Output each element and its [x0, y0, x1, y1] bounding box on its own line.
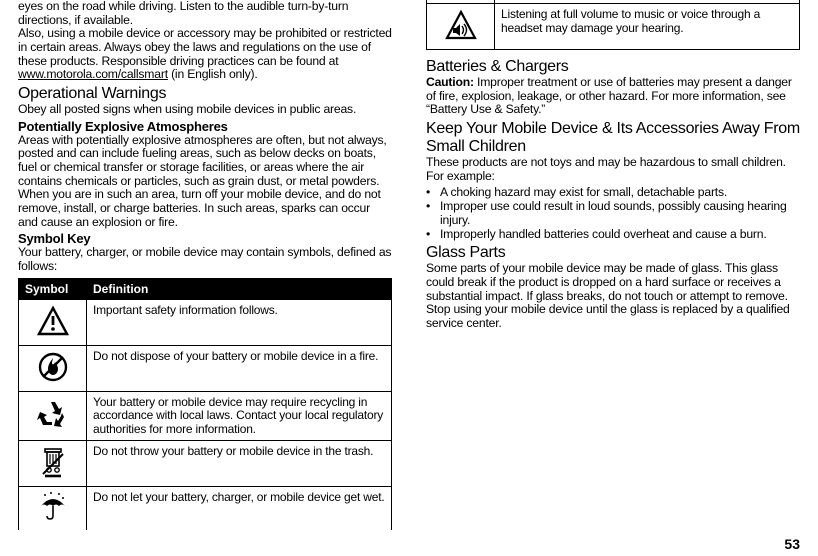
heading-explosive: Potentially Explosive Atmospheres	[18, 119, 392, 134]
heading-operational-warnings: Operational Warnings	[18, 85, 392, 103]
para-symbol-key: Your battery, charger, or mobile device …	[18, 246, 392, 273]
th-definition: Definition	[87, 278, 392, 299]
table-row: Do not dispose of your battery or mobile…	[19, 345, 392, 391]
volume-warning-icon	[427, 4, 495, 50]
page-number: 53	[784, 536, 800, 552]
heading-children: Keep Your Mobile Device & Its Accessorie…	[426, 120, 800, 156]
heading-symbol-key: Symbol Key	[18, 231, 392, 246]
th-symbol: Symbol	[19, 278, 87, 299]
table-header-row: Symbol Definition	[19, 278, 392, 299]
bullet-text: Improper use could result in loud sounds…	[440, 199, 800, 227]
recycle-icon	[19, 391, 87, 440]
para-explosive-2: When you are in such an area, turn off y…	[18, 188, 392, 229]
table-row: Your battery or mobile device may requir…	[19, 391, 392, 440]
intro-para-1: eyes on the road while driving. Listen t…	[18, 0, 392, 27]
list-item: •A choking hazard may exist for small, d…	[426, 185, 800, 199]
intro-para-2: Also, using a mobile device or accessory…	[18, 27, 392, 82]
caution-label: Caution:	[426, 75, 474, 89]
def-recycle: Your battery or mobile device may requir…	[87, 391, 392, 440]
table-row: Listening at full volume to music or voi…	[427, 4, 800, 50]
para-glass: Some parts of your mobile device may be …	[426, 262, 800, 330]
intro-text-a: Also, using a mobile device or accessory…	[18, 26, 392, 67]
def-volume: Listening at full volume to music or voi…	[495, 4, 800, 50]
heading-glass: Glass Parts	[426, 244, 800, 262]
no-trash-icon	[19, 440, 87, 486]
bullet-icon: •	[426, 227, 440, 241]
para-batteries: Caution: Improper treatment or use of ba…	[426, 76, 800, 117]
bullet-icon: •	[426, 185, 440, 199]
callsmart-link: www.motorola.com/callsmart	[18, 67, 168, 81]
def-no-trash: Do not throw your battery or mobile devi…	[87, 440, 392, 486]
list-item: •Improper use could result in loud sound…	[426, 199, 800, 227]
para-operational-warnings: Obey all posted signs when using mobile …	[18, 103, 392, 117]
intro-text-b: (in English only).	[168, 67, 258, 81]
table-row: Important safety information follows.	[19, 299, 392, 345]
heading-batteries: Batteries & Chargers	[426, 58, 800, 76]
def-warning: Important safety information follows.	[87, 299, 392, 345]
no-fire-icon	[19, 345, 87, 391]
def-no-fire: Do not dispose of your battery or mobile…	[87, 345, 392, 391]
list-item: •Improperly handled batteries could over…	[426, 227, 800, 241]
content-columns: eyes on the road while driving. Listen t…	[18, 0, 800, 530]
table-row: Do not throw your battery or mobile devi…	[19, 440, 392, 486]
bullet-text: A choking hazard may exist for small, de…	[440, 185, 727, 199]
children-bullets: •A choking hazard may exist for small, d…	[426, 185, 800, 241]
para-explosive-1: Areas with potentially explosive atmosph…	[18, 134, 392, 189]
bullet-icon: •	[426, 199, 440, 227]
para-children: These products are not toys and may be h…	[426, 156, 800, 183]
bullet-text: Improperly handled batteries could overh…	[440, 227, 767, 241]
warning-triangle-icon	[19, 299, 87, 345]
caution-text: Improper treatment or use of batteries m…	[426, 75, 792, 116]
